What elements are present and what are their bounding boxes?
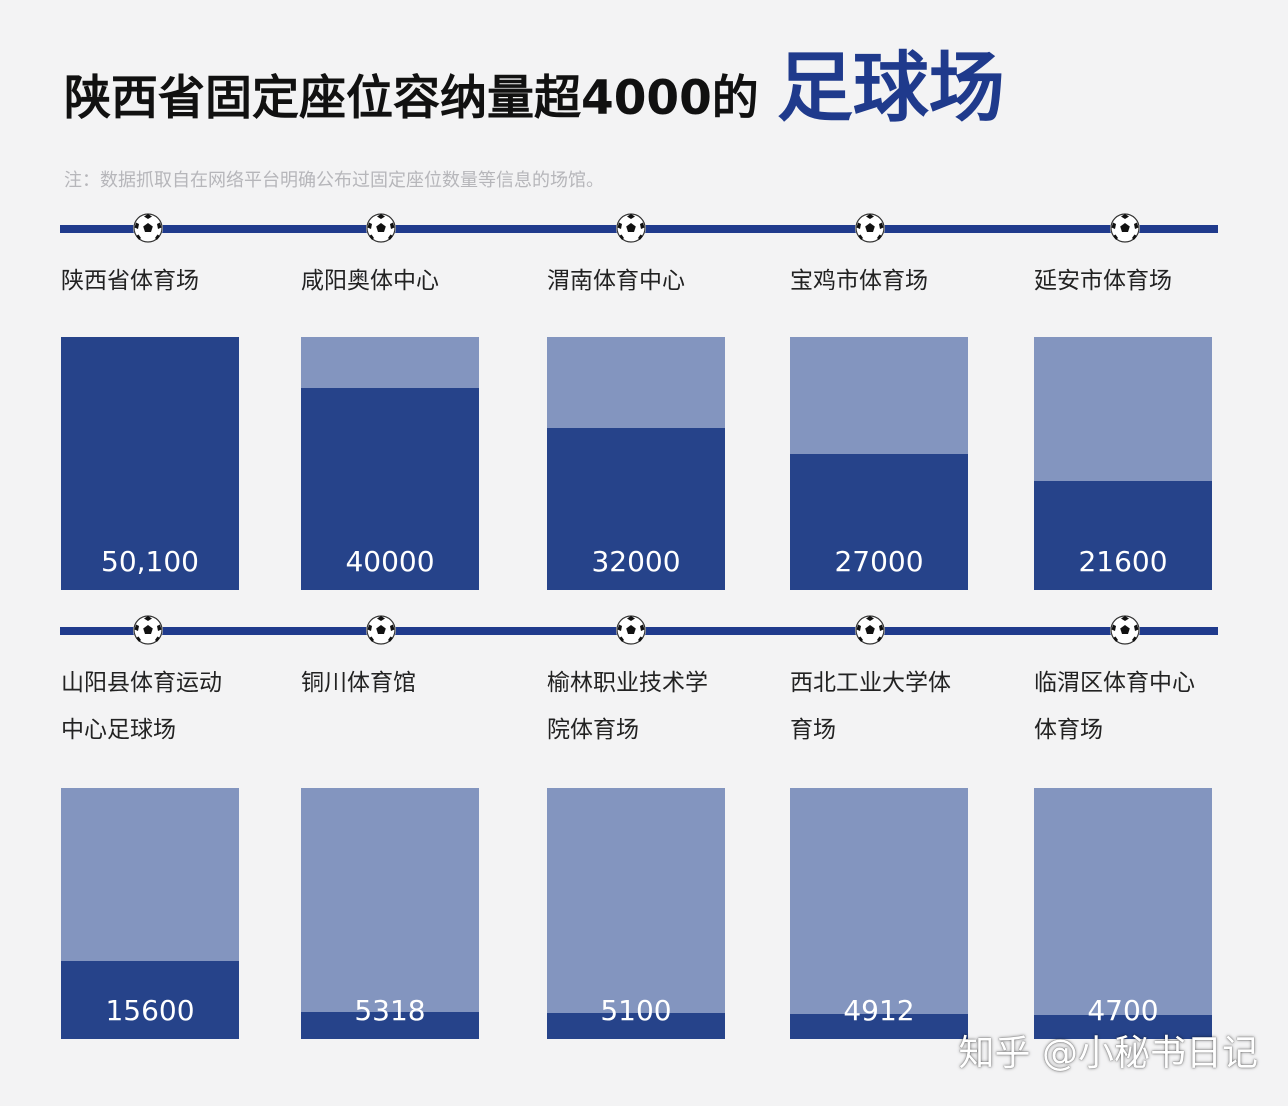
bar: 15600 [61, 788, 239, 1039]
bar-fill [301, 1012, 479, 1039]
soccer-ball-icon [1110, 213, 1140, 243]
bar: 4912 [790, 788, 968, 1039]
bar: 27000 [790, 337, 968, 590]
data-label: 5100 [600, 994, 672, 1027]
category-label: 咸阳奥体中心 [301, 268, 439, 294]
bar-fill [547, 1013, 725, 1039]
data-label: 27000 [834, 545, 924, 578]
category-label: 延安市体育场 [1034, 268, 1172, 294]
bar: 50,100 [61, 337, 239, 590]
bar: 40000 [301, 337, 479, 590]
data-label: 32000 [591, 545, 681, 578]
soccer-ball-icon [855, 615, 885, 645]
category-label: 西北工业大学体育场 [790, 670, 951, 743]
soccer-ball-icon [366, 213, 396, 243]
bar: 32000 [547, 337, 725, 590]
data-label: 4912 [843, 994, 915, 1027]
bar: 21600 [1034, 337, 1212, 590]
bar-fill [61, 337, 239, 590]
data-label: 50,100 [101, 545, 199, 578]
category-label: 陕西省体育场 [61, 268, 199, 294]
soccer-ball-icon [133, 213, 163, 243]
soccer-ball-icon [1110, 615, 1140, 645]
bar-fill [790, 1014, 968, 1039]
category-label: 榆林职业技术学院体育场 [547, 670, 708, 743]
category-label: 铜川体育馆 [301, 670, 416, 696]
data-label: 5318 [354, 994, 426, 1027]
soccer-ball-icon [616, 213, 646, 243]
soccer-ball-icon [616, 615, 646, 645]
bar-fill [1034, 1015, 1212, 1039]
watermark: 知乎 @小秘书日记 [958, 1033, 1258, 1074]
title-accent: 足球场 [776, 43, 1005, 132]
bar: 4700 [1034, 788, 1212, 1039]
bar-fill [547, 428, 725, 590]
data-source-note: 注：数据抓取自在网络平台明确公布过固定座位数量等信息的场馆。 [64, 170, 604, 191]
bar: 5100 [547, 788, 725, 1039]
bar-fill [301, 388, 479, 590]
bar: 5318 [301, 788, 479, 1039]
page-title: 陕西省固定座位容纳量超4000的 足球场 [64, 26, 1005, 136]
data-label: 40000 [345, 545, 435, 578]
data-label: 21600 [1078, 545, 1168, 578]
bar-fill [1034, 480, 1212, 590]
bar-fill [61, 960, 239, 1039]
category-label: 山阳县体育运动中心足球场 [61, 670, 222, 743]
data-label: 4700 [1087, 994, 1159, 1027]
bar-fill [790, 453, 968, 590]
soccer-ball-icon [855, 213, 885, 243]
category-label: 宝鸡市体育场 [790, 268, 928, 294]
data-label: 15600 [105, 994, 195, 1027]
soccer-ball-icon [366, 615, 396, 645]
category-label: 渭南体育中心 [547, 268, 685, 294]
soccer-ball-icon [133, 615, 163, 645]
category-label: 临渭区体育中心体育场 [1034, 670, 1195, 743]
title-main: 陕西省固定座位容纳量超4000的 [64, 71, 759, 126]
